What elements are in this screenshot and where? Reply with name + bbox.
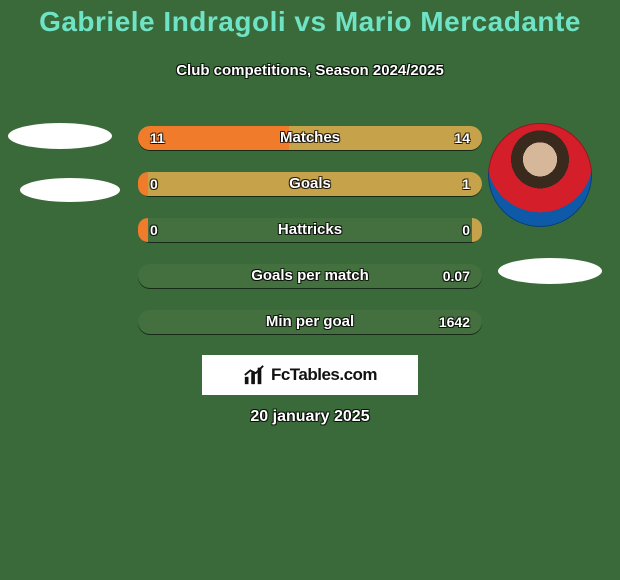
stat-bar: 1114Matches — [138, 126, 482, 150]
date: 20 january 2025 — [0, 408, 620, 426]
stat-bar: 00Hattricks — [138, 218, 482, 242]
stat-bar: 1642Min per goal — [138, 310, 482, 334]
stat-bar: 0.07Goals per match — [138, 264, 482, 288]
stats-bars: 1114Matches 01Goals 00Hattricks 0.07Goals p… — [138, 126, 482, 356]
stat-label: Hattricks — [138, 218, 482, 242]
logo-icon — [243, 364, 265, 386]
player-left-avatar-shadow — [20, 178, 120, 202]
player-right-avatar — [488, 123, 592, 227]
comparison-card: Gabriele Indragoli vs Mario Mercadante C… — [0, 0, 620, 580]
logo: FcTables.com — [202, 355, 418, 395]
player-left-avatar — [8, 123, 112, 149]
stat-label: Matches — [138, 126, 482, 150]
page-title: Gabriele Indragoli vs Mario Mercadante — [0, 6, 620, 38]
stat-bar: 01Goals — [138, 172, 482, 196]
stat-label: Goals per match — [138, 264, 482, 288]
subtitle: Club competitions, Season 2024/2025 — [0, 62, 620, 79]
player-right-avatar-shadow — [498, 258, 602, 284]
logo-text: FcTables.com — [271, 365, 377, 385]
stat-label: Min per goal — [138, 310, 482, 334]
stat-label: Goals — [138, 172, 482, 196]
